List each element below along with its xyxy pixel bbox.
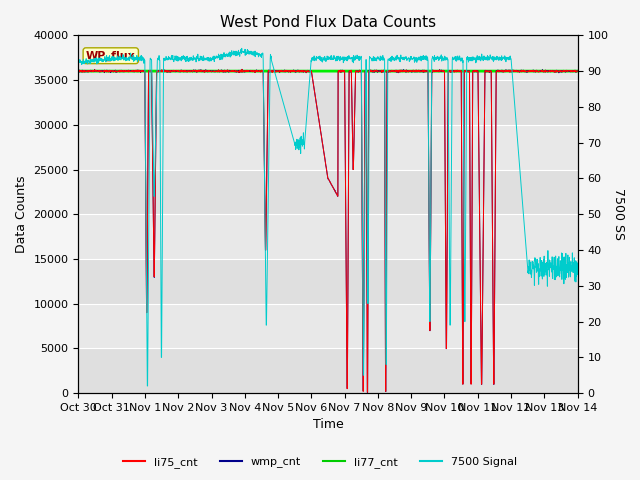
Bar bbox=[79, 169, 578, 214]
X-axis label: Time: Time bbox=[312, 419, 344, 432]
Legend: li75_cnt, wmp_cnt, li77_cnt, 7500 Signal: li75_cnt, wmp_cnt, li77_cnt, 7500 Signal bbox=[118, 452, 522, 472]
Y-axis label: 7500 SS: 7500 SS bbox=[612, 188, 625, 240]
Bar bbox=[79, 259, 578, 304]
Text: WP_flux: WP_flux bbox=[86, 50, 136, 61]
Bar bbox=[79, 348, 578, 393]
Y-axis label: Data Counts: Data Counts bbox=[15, 176, 28, 253]
Title: West Pond Flux Data Counts: West Pond Flux Data Counts bbox=[220, 15, 436, 30]
Bar bbox=[79, 80, 578, 125]
